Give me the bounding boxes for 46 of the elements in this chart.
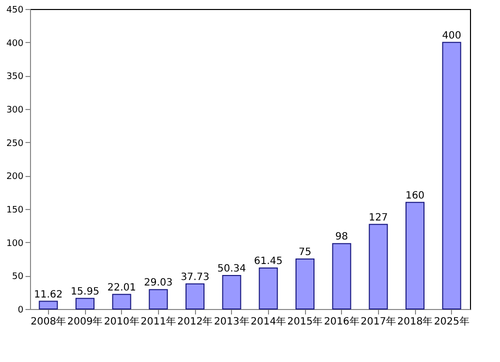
bar bbox=[112, 294, 132, 310]
x-tick-label: 2016年 bbox=[324, 316, 360, 328]
bar bbox=[148, 289, 168, 310]
data-label: 61.45 bbox=[254, 256, 283, 268]
data-label: 11.62 bbox=[34, 289, 63, 300]
bar bbox=[186, 283, 204, 310]
data-label: 37.73 bbox=[180, 272, 210, 283]
y-tick-label: 200 bbox=[6, 172, 24, 182]
bar bbox=[296, 258, 314, 310]
bar bbox=[258, 268, 278, 310]
data-label: 400 bbox=[442, 30, 462, 42]
data-label: 15.95 bbox=[70, 286, 100, 298]
data-label: 22.01 bbox=[107, 282, 136, 294]
x-tick-label: 2015年 bbox=[287, 316, 323, 328]
bar bbox=[442, 42, 462, 310]
bar bbox=[332, 243, 352, 310]
data-label: 75 bbox=[298, 247, 312, 258]
x-tick-label: 2008年 bbox=[30, 316, 66, 328]
x-tick-label: 2010年 bbox=[104, 316, 140, 328]
x-tick-label: 2011年 bbox=[140, 316, 176, 328]
y-tick-label: 100 bbox=[6, 238, 24, 249]
x-tick-label: 2025年 bbox=[434, 316, 470, 328]
x-tick-label: 2014年 bbox=[250, 316, 286, 328]
x-tick-label: 2009年 bbox=[67, 316, 103, 328]
y-tick-label: 0 bbox=[18, 306, 24, 316]
data-label: 98 bbox=[335, 232, 348, 243]
bar bbox=[38, 300, 58, 310]
y-tick-label: 50 bbox=[12, 272, 24, 282]
x-tick-label: 2018年 bbox=[397, 316, 433, 328]
y-tick-label: 350 bbox=[6, 72, 24, 82]
bar bbox=[222, 274, 242, 310]
y-tick-label: 450 bbox=[6, 6, 24, 16]
y-tick-label: 400 bbox=[6, 38, 24, 49]
y-tick-label: 250 bbox=[6, 138, 24, 149]
bar bbox=[406, 202, 424, 310]
data-label: 160 bbox=[405, 190, 425, 202]
y-tick-label: 150 bbox=[6, 206, 24, 216]
bar bbox=[76, 298, 94, 310]
x-tick-label: 2012年 bbox=[177, 316, 213, 328]
bar bbox=[368, 224, 388, 310]
y-tick-label: 300 bbox=[6, 106, 24, 116]
data-label: 127 bbox=[368, 212, 388, 224]
data-label: 50.34 bbox=[217, 263, 246, 274]
x-tick-label: 2013年 bbox=[214, 316, 250, 328]
x-tick-label: 2017年 bbox=[360, 316, 396, 328]
data-label: 29.03 bbox=[144, 278, 173, 289]
